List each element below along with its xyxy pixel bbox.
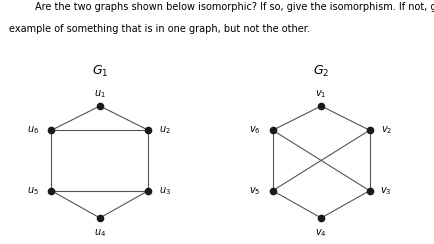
Text: $u_3$: $u_3$: [159, 185, 171, 197]
Text: Are the two graphs shown below isomorphic? If so, give the isomorphism. If not, : Are the two graphs shown below isomorphi…: [35, 2, 434, 12]
Text: $G_1$: $G_1$: [92, 64, 108, 79]
Text: $u_2$: $u_2$: [159, 124, 171, 136]
Text: example of something that is in one graph, but not the other.: example of something that is in one grap…: [9, 24, 309, 34]
Text: $v_4$: $v_4$: [315, 227, 327, 239]
Text: $v_5$: $v_5$: [249, 185, 260, 197]
Text: $G_2$: $G_2$: [313, 64, 329, 79]
Text: $u_5$: $u_5$: [27, 185, 39, 197]
Text: $v_1$: $v_1$: [316, 88, 327, 100]
Text: $u_6$: $u_6$: [27, 124, 39, 136]
Text: $u_1$: $u_1$: [94, 88, 106, 100]
Text: $v_3$: $v_3$: [381, 185, 392, 197]
Text: $v_6$: $v_6$: [249, 124, 260, 136]
Text: $v_2$: $v_2$: [381, 124, 392, 136]
Text: $u_4$: $u_4$: [94, 227, 106, 239]
